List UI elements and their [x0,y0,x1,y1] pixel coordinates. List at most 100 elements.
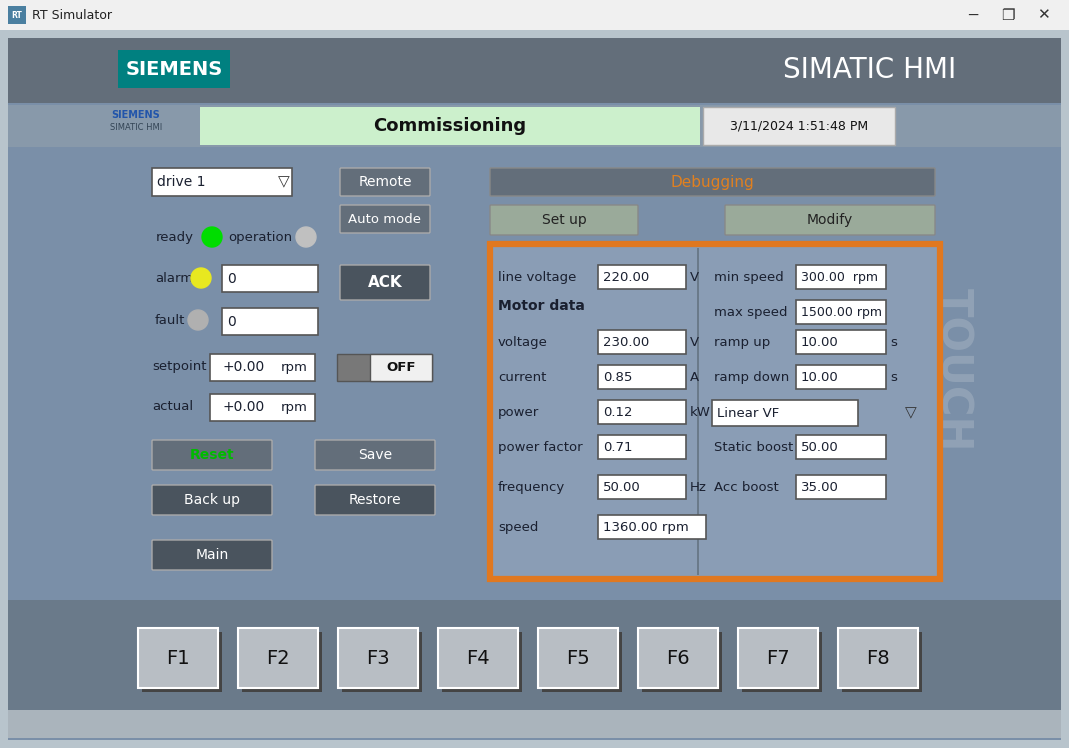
Text: 0.71: 0.71 [603,441,633,453]
Text: 50.00: 50.00 [801,441,839,453]
Text: speed: speed [498,521,539,533]
Text: Restore: Restore [348,493,401,507]
Text: fault: fault [155,313,185,326]
Bar [742,632,822,692]
Bar [712,400,858,426]
FancyBboxPatch shape [340,168,430,196]
Text: rpm: rpm [281,361,308,373]
Text: Acc boost: Acc boost [714,480,778,494]
Bar [200,107,700,145]
Bar [598,365,686,389]
Text: Auto mode: Auto mode [348,212,421,225]
Bar [598,400,686,424]
Bar [7,38,1062,103]
Text: 220.00: 220.00 [603,271,649,283]
Bar [638,628,718,688]
Text: RT Simulator: RT Simulator [32,8,112,22]
Bar [210,394,315,421]
Text: OFF: OFF [386,361,416,373]
Text: 0: 0 [227,272,236,286]
Text: ❐: ❐ [1002,7,1014,22]
Text: F5: F5 [567,649,590,667]
Bar [337,354,432,381]
Text: Reset: Reset [189,448,234,462]
Bar [370,354,432,381]
Text: SIMATIC HMI: SIMATIC HMI [784,56,957,84]
Text: ▽: ▽ [905,405,917,420]
Text: max speed: max speed [714,305,788,319]
Text: ramp down: ramp down [714,370,789,384]
Bar [642,632,722,692]
Text: 10.00: 10.00 [801,336,839,349]
Bar [796,300,886,324]
Text: 3/11/2024 1:51:48 PM: 3/11/2024 1:51:48 PM [730,120,868,132]
Bar [538,628,618,688]
Bar [796,365,886,389]
Text: 0.85: 0.85 [603,370,633,384]
Bar [210,354,315,381]
Bar [598,435,686,459]
Bar [542,632,622,692]
Bar [7,105,1062,147]
Bar [490,244,940,579]
Bar [598,265,686,289]
Text: A: A [690,370,699,384]
Text: +0.00: +0.00 [222,360,264,374]
Text: F4: F4 [466,649,490,667]
Text: ramp up: ramp up [714,336,771,349]
Text: 35.00: 35.00 [801,480,839,494]
Text: Set up: Set up [542,213,587,227]
Text: F1: F1 [166,649,190,667]
Text: Debugging: Debugging [670,174,755,189]
Bar [118,50,230,88]
Text: F3: F3 [367,649,390,667]
Bar [152,168,292,196]
Text: actual: actual [152,399,193,412]
Bar [697,248,699,575]
Bar [598,475,686,499]
Text: Save: Save [358,448,392,462]
Bar [796,475,886,499]
FancyBboxPatch shape [340,205,430,233]
Bar [438,628,518,688]
Text: 1360.00 rpm: 1360.00 rpm [603,521,688,533]
Circle shape [188,310,208,330]
Text: setpoint: setpoint [152,360,206,373]
Text: SIEMENS: SIEMENS [111,110,160,120]
Bar [142,632,222,692]
Bar [342,632,422,692]
Circle shape [202,227,222,247]
Text: Main: Main [196,548,229,562]
Bar [796,435,886,459]
Bar [222,265,317,292]
Bar [338,628,418,688]
Bar [222,308,317,335]
Bar [138,628,218,688]
Text: V: V [690,271,699,283]
Bar [738,628,818,688]
Text: alarm: alarm [155,272,193,284]
Text: Back up: Back up [184,493,241,507]
Bar [7,6,26,24]
Text: ▽: ▽ [278,174,290,189]
Bar [598,515,706,539]
Text: Hz: Hz [690,480,707,494]
Text: +0.00: +0.00 [222,400,264,414]
Text: rpm: rpm [281,400,308,414]
FancyBboxPatch shape [315,485,435,515]
Text: SIEMENS: SIEMENS [125,60,222,79]
Bar [842,632,921,692]
Text: F8: F8 [866,649,889,667]
Text: V: V [690,336,699,349]
Text: 230.00: 230.00 [603,336,649,349]
Text: Motor data: Motor data [498,299,585,313]
Text: RT: RT [12,10,22,19]
Text: ✕: ✕ [1037,7,1050,22]
Text: frequency: frequency [498,480,566,494]
Bar [7,600,1062,710]
Text: 300.00  rpm: 300.00 rpm [801,271,878,283]
Text: operation: operation [228,230,292,244]
Text: TOUCH: TOUCH [932,288,974,452]
Text: 0.12: 0.12 [603,405,633,418]
Text: 10.00: 10.00 [801,370,839,384]
